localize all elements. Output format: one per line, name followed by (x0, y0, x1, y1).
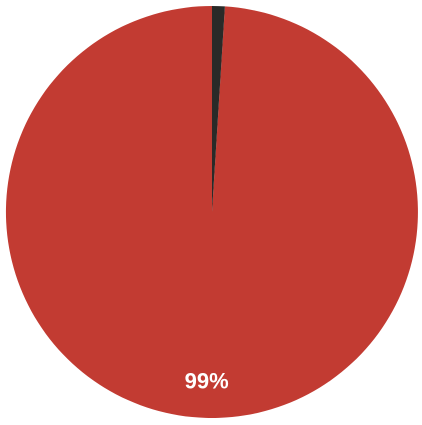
pie-slice-0 (5, 5, 418, 418)
pie-labels: 99% (185, 369, 229, 394)
pie-slice-1 (212, 6, 225, 212)
pie-slice-label-0: 99% (185, 369, 229, 394)
pie-slices (5, 5, 418, 418)
